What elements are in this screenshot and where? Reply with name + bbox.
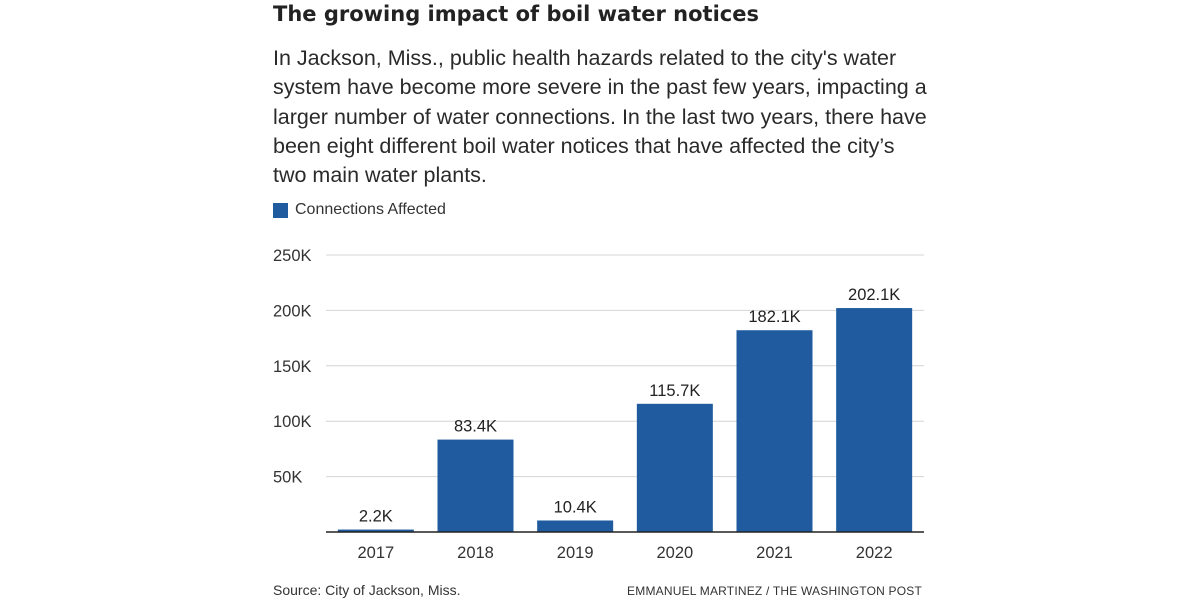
credit-line: EMMANUEL MARTINEZ / THE WASHINGTON POST xyxy=(627,584,922,598)
x-tick-label-2021: 2021 xyxy=(756,544,793,562)
bar-chart: 50K 100K 150K 200K 250K 2.2K 2017 83.4K 2018 10.4… xyxy=(273,247,924,562)
y-tick-label-50K: 50K xyxy=(273,469,302,487)
data-label-2019: 10.4K xyxy=(554,498,597,516)
bar-2018 xyxy=(437,439,514,532)
source-note: Source: City of Jackson, Miss. xyxy=(273,582,461,598)
legend: Connections Affected xyxy=(273,201,446,219)
legend-swatch-connections xyxy=(273,202,288,218)
y-tick-label-200K: 200K xyxy=(273,302,312,320)
y-tick-label-150K: 150K xyxy=(273,358,312,376)
y-tick-label-250K: 250K xyxy=(273,247,312,265)
data-label-2018: 83.4K xyxy=(454,418,497,436)
chart-container: The growing impact of boil water notices… xyxy=(273,0,933,600)
legend-label-connections: Connections Affected xyxy=(295,201,446,218)
data-label-2021: 182.1K xyxy=(748,308,800,326)
x-tick-label-2020: 2020 xyxy=(656,544,693,562)
x-tick-label-2018: 2018 xyxy=(457,544,494,562)
x-tick-label-2019: 2019 xyxy=(557,544,594,562)
x-tick-label-2022: 2022 xyxy=(856,544,893,562)
bar-2022 xyxy=(836,308,913,532)
y-tick-label-100K: 100K xyxy=(273,413,312,431)
chart-title: The growing impact of boil water notices xyxy=(273,2,759,26)
data-label-2017: 2.2K xyxy=(359,508,393,526)
bar-2020 xyxy=(636,403,713,532)
data-label-2020: 115.7K xyxy=(649,382,700,400)
bar-2021 xyxy=(736,330,813,532)
chart-subtitle: In Jackson, Miss., public health hazards… xyxy=(273,46,927,188)
bar-2017 xyxy=(337,529,414,532)
bar-2019 xyxy=(537,520,614,532)
data-label-2022: 202.1K xyxy=(848,286,900,304)
x-tick-label-2017: 2017 xyxy=(357,544,394,562)
